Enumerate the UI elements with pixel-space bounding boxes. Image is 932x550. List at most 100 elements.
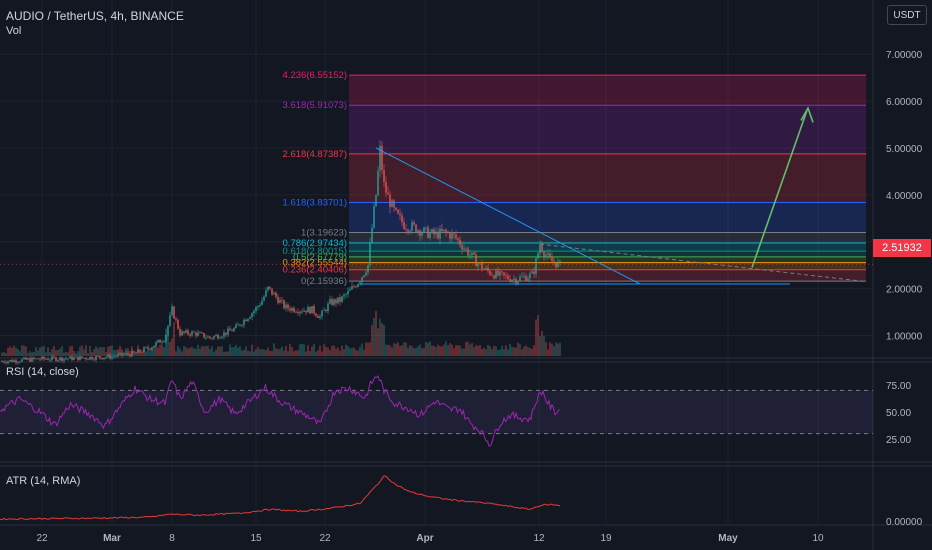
candle [475, 250, 477, 267]
candle-body [327, 303, 329, 312]
volume-bar [327, 347, 329, 356]
candle-body [545, 255, 547, 257]
candle-body [313, 306, 315, 314]
rsi-axis-label: 50.00 [886, 408, 911, 419]
candle [375, 194, 377, 208]
candle-body [103, 357, 105, 360]
candle-body [347, 290, 349, 295]
fib-level-label: 0.618(2.80015) [283, 246, 347, 257]
volume-bar [67, 352, 69, 356]
volume-bar [483, 347, 485, 356]
candle-body [273, 292, 275, 295]
candle-body [221, 336, 223, 338]
candle-body [183, 331, 185, 333]
volume-bar [171, 338, 173, 356]
candle [307, 304, 309, 313]
candle [435, 227, 437, 239]
volume-bar [431, 345, 433, 356]
price-axis-label: 6.00000 [886, 97, 923, 108]
volume-bar [335, 348, 337, 356]
volume-bar [37, 350, 39, 356]
candle-body [145, 347, 147, 348]
volume-bar [361, 343, 363, 356]
candle-body [261, 300, 263, 305]
candle-body [217, 335, 219, 339]
volume-bar [233, 347, 235, 356]
candle-body [209, 336, 211, 339]
volume-bar [547, 349, 549, 356]
candle [265, 287, 267, 298]
candle-body [245, 319, 247, 322]
volume-bar [489, 346, 491, 356]
price-axis-label: 5.00000 [886, 144, 923, 155]
candle-body [263, 296, 265, 301]
candle-body [57, 359, 59, 361]
candle-body [377, 170, 379, 196]
volume-bar [105, 352, 107, 356]
candle-body [11, 359, 13, 362]
candle-body [185, 330, 187, 333]
volume-bar [279, 349, 281, 356]
candle-body [463, 248, 465, 250]
candle-body [241, 324, 243, 326]
candle-body [255, 307, 257, 311]
atr-line [0, 475, 561, 521]
candle [525, 273, 527, 282]
candle [243, 318, 245, 329]
candle-body [249, 317, 251, 319]
currency-selector-button[interactable]: USDT [887, 5, 927, 25]
fib-zone [349, 105, 866, 154]
volume-bar [197, 344, 199, 356]
volume-bar [303, 344, 305, 356]
candle-body [253, 310, 255, 314]
volume-bar [249, 351, 251, 356]
volume-bar [533, 345, 535, 356]
candle-body [505, 275, 507, 276]
candle-body [497, 270, 499, 276]
candle-body [389, 194, 391, 208]
candle-body [299, 311, 301, 314]
candle-body [173, 306, 175, 319]
candle-body [487, 267, 489, 271]
candle-body [311, 306, 313, 314]
candle [559, 259, 561, 266]
candle-body [471, 252, 473, 255]
candle [377, 165, 379, 197]
volume-bar [113, 349, 115, 356]
candle-body [323, 309, 325, 311]
volume-bar [163, 346, 165, 356]
candle [163, 339, 165, 343]
volume-bar [91, 352, 93, 356]
candle-body [193, 331, 195, 333]
volume-bar [387, 344, 389, 356]
candle [411, 219, 413, 234]
candle-body [257, 306, 259, 308]
candle [391, 198, 393, 208]
candle [461, 241, 463, 255]
volume-bar [179, 348, 181, 356]
fib-level-label: 0.5(2.67779) [293, 252, 347, 263]
candle-body [533, 271, 535, 274]
candle-body [297, 312, 299, 314]
candle-body [101, 357, 103, 360]
candle-body [163, 341, 165, 343]
candle [363, 274, 365, 278]
candle-body [171, 306, 173, 316]
candle [173, 305, 175, 320]
candle [469, 250, 471, 260]
candle [275, 291, 277, 300]
candle-body [305, 310, 307, 313]
volume-bar [93, 349, 95, 356]
volume-bar [5, 353, 7, 356]
candle-body [431, 229, 433, 233]
candle [93, 357, 95, 361]
volume-bar [419, 344, 421, 356]
volume-bar [429, 341, 431, 356]
fib-zone [349, 256, 866, 263]
candle [537, 252, 539, 260]
candle [539, 240, 541, 257]
volume-bar [543, 336, 545, 356]
candle-body [3, 361, 5, 363]
candle [85, 357, 87, 362]
